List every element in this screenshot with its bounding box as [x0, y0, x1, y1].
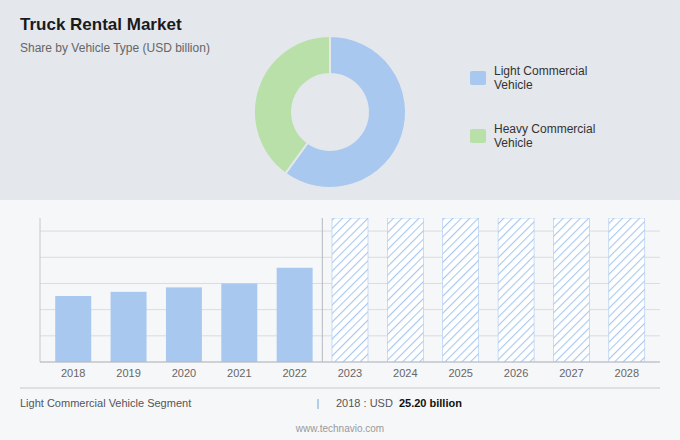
x-axis-line [40, 362, 660, 363]
y-axis-line [40, 218, 41, 362]
bars [55, 218, 645, 362]
bar-forecast [498, 218, 534, 362]
donut [254, 36, 406, 188]
x-tick-label: 2024 [393, 367, 417, 379]
subtitle: Share by Vehicle Type (USD billion) [20, 41, 210, 55]
title: Truck Rental Market [20, 15, 182, 34]
footer-value: 25.20 billion [399, 397, 462, 409]
footer-label: Light Commercial Vehicle Segment [20, 397, 191, 409]
x-tick-label: 2020 [172, 367, 196, 379]
bar-forecast [443, 218, 479, 362]
bar-forecast [387, 218, 423, 362]
legend-label-line: Vehicle [494, 78, 533, 92]
bar [111, 292, 147, 362]
legend-label-line: Vehicle [494, 136, 533, 150]
legend-label-line: Heavy Commercial [494, 122, 595, 136]
bar-forecast [553, 218, 589, 362]
grid-line [40, 362, 660, 363]
x-tick-label: 2027 [559, 367, 583, 379]
x-tick-label: 2018 [61, 367, 85, 379]
chart-canvas: Truck Rental Market Share by Vehicle Type… [0, 0, 680, 440]
donut-slice [254, 36, 330, 173]
x-tick-label: 2019 [116, 367, 140, 379]
x-tick-label: 2022 [282, 367, 306, 379]
top-background [0, 0, 680, 200]
bar-forecast [609, 218, 645, 362]
forecast-divider [322, 218, 323, 362]
bar-forecast [332, 218, 368, 362]
footer-year: 2018 : USD [336, 397, 396, 409]
legend-label: Light CommercialVehicle [494, 64, 587, 92]
legend-label-line: Light Commercial [494, 64, 587, 78]
x-tick-label: 2023 [338, 367, 362, 379]
bar [55, 296, 91, 362]
legend-label: Heavy CommercialVehicle [494, 122, 595, 150]
legend-swatch [470, 129, 486, 143]
footer-separator [20, 388, 660, 389]
bar [277, 268, 313, 362]
legend: Light CommercialVehicleHeavy CommercialV… [470, 64, 595, 150]
x-tick-label: 2021 [227, 367, 251, 379]
bottom-background [0, 200, 680, 440]
footer-divider: | [317, 397, 320, 409]
x-tick-label: 2025 [448, 367, 472, 379]
bar [166, 287, 202, 362]
bar [221, 283, 257, 362]
legend-swatch [470, 71, 486, 85]
x-tick-label: 2028 [615, 367, 639, 379]
footer-url: www.technavio.com [295, 423, 384, 434]
x-tick-label: 2026 [504, 367, 528, 379]
